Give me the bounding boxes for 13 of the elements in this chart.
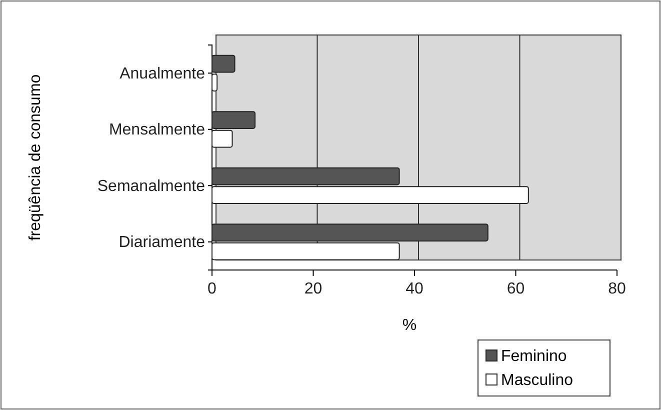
legend-label: Masculino [501, 372, 574, 389]
y-tick-label: Semanalmente [97, 178, 206, 195]
x-tick-label: 80 [608, 280, 626, 298]
x-tick-label: 20 [304, 280, 322, 298]
x-tick-label: 60 [506, 280, 525, 298]
x-tick-label: 40 [406, 280, 424, 298]
y-tick-label: Mensalmente [108, 121, 206, 138]
x-axis-title: % [402, 317, 417, 334]
y-tick-label: Diariamente [118, 234, 206, 251]
y-tick-label: Anualmente [120, 65, 206, 82]
x-tick-label: 0 [208, 280, 217, 298]
legend-label: Feminino [501, 348, 567, 365]
y-axis-title: freqüência de consumo [27, 74, 44, 241]
